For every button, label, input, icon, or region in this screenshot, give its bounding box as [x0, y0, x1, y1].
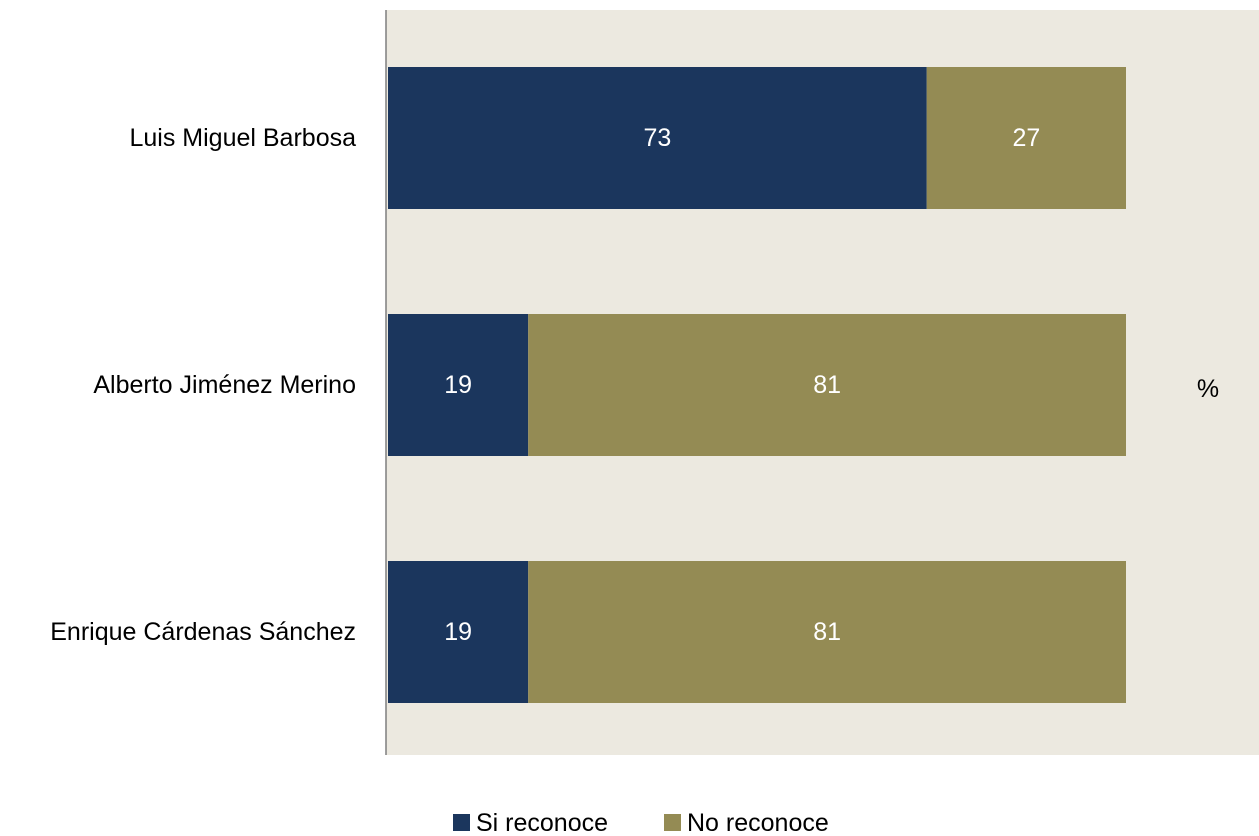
bar-no-reconoce-3 [528, 561, 1126, 703]
bar-value-label: 81 [813, 618, 841, 646]
bar-value-label: 27 [1012, 124, 1040, 152]
bar-si-reconoce-1 [388, 67, 927, 209]
bar-no-reconoce-1 [926, 67, 1126, 209]
legend-label: No reconoce [687, 809, 829, 836]
legend-swatch [453, 814, 470, 831]
bar-si-reconoce-2 [388, 314, 529, 456]
legend: Si reconoce No reconoce [453, 809, 829, 836]
bar-value-label: 19 [444, 371, 472, 399]
unit-label: % [1197, 375, 1219, 403]
legend-swatch [664, 814, 681, 831]
bar-value-label: 73 [643, 124, 671, 152]
bar-value-label: 81 [813, 371, 841, 399]
bar-no-reconoce-2 [528, 314, 1126, 456]
category-label: Alberto Jiménez Merino [93, 371, 356, 399]
legend-label: Si reconoce [476, 809, 608, 836]
bar-value-label: 19 [444, 618, 472, 646]
category-labels-group: Luis Miguel Barbosa Alberto Jiménez Merin… [50, 124, 356, 646]
bars-group: 73 27 19 81 19 81 [388, 67, 1126, 703]
bar-si-reconoce-3 [388, 561, 529, 703]
category-label: Luis Miguel Barbosa [129, 124, 356, 152]
category-label: Enrique Cárdenas Sánchez [50, 618, 356, 646]
